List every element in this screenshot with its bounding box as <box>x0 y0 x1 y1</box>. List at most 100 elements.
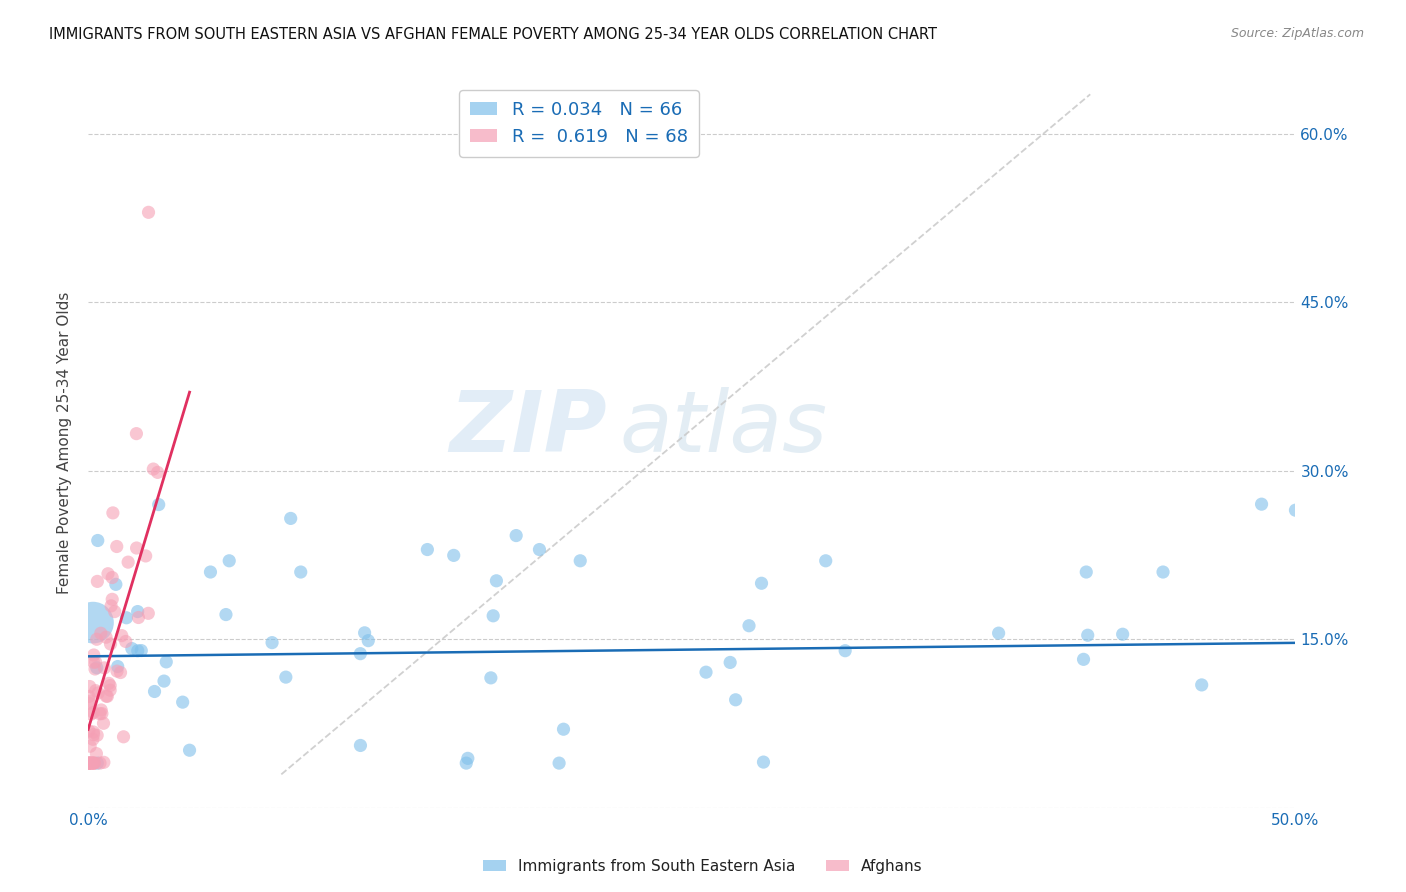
Point <box>155 655 177 669</box>
Point <box>79 680 101 694</box>
Point <box>143 684 166 698</box>
Point <box>90 626 112 640</box>
Point <box>111 629 134 643</box>
Point <box>814 554 837 568</box>
Point <box>695 665 717 680</box>
Point <box>457 751 479 765</box>
Point <box>987 626 1010 640</box>
Point <box>96 690 118 704</box>
Point <box>86 632 108 647</box>
Point <box>82 725 104 739</box>
Point <box>117 555 139 569</box>
Point <box>84 662 107 676</box>
Point <box>101 592 124 607</box>
Point <box>82 706 104 720</box>
Point <box>215 607 238 622</box>
Point <box>83 756 105 771</box>
Point <box>87 533 110 548</box>
Point <box>77 756 100 771</box>
Point <box>112 730 135 744</box>
Point <box>105 664 128 678</box>
Point <box>97 676 120 690</box>
Point <box>101 570 124 584</box>
Point <box>77 756 100 771</box>
Point <box>416 542 439 557</box>
Point <box>114 634 136 648</box>
Point <box>77 756 100 771</box>
Point <box>479 671 502 685</box>
Point <box>724 693 747 707</box>
Point <box>87 686 110 700</box>
Point <box>100 637 122 651</box>
Point <box>1152 565 1174 579</box>
Legend: Immigrants from South Eastern Asia, Afghans: Immigrants from South Eastern Asia, Afgh… <box>477 853 929 880</box>
Point <box>127 610 149 624</box>
Point <box>834 643 856 657</box>
Point <box>93 661 115 675</box>
Point <box>77 723 100 738</box>
Point <box>1076 565 1098 579</box>
Y-axis label: Female Poverty Among 25-34 Year Olds: Female Poverty Among 25-34 Year Olds <box>58 292 72 594</box>
Point <box>172 695 194 709</box>
Point <box>83 756 105 771</box>
Point <box>100 599 122 613</box>
Point <box>1284 503 1306 517</box>
Point <box>79 739 101 754</box>
Point <box>83 756 105 771</box>
Point <box>104 577 127 591</box>
Point <box>86 756 108 771</box>
Point <box>142 462 165 476</box>
Point <box>110 665 132 680</box>
Point <box>482 608 505 623</box>
Point <box>121 641 143 656</box>
Point <box>357 633 380 648</box>
Point <box>349 647 371 661</box>
Point <box>553 723 575 737</box>
Point <box>83 648 105 662</box>
Point <box>93 756 115 770</box>
Point <box>96 690 118 704</box>
Point <box>98 683 121 698</box>
Point <box>135 549 157 563</box>
Point <box>86 661 108 675</box>
Point <box>200 565 222 579</box>
Point <box>290 565 312 579</box>
Legend: R = 0.034   N = 66, R =  0.619   N = 68: R = 0.034 N = 66, R = 0.619 N = 68 <box>460 90 699 157</box>
Point <box>97 566 120 581</box>
Point <box>218 554 240 568</box>
Text: IMMIGRANTS FROM SOUTH EASTERN ASIA VS AFGHAN FEMALE POVERTY AMONG 25-34 YEAR OLD: IMMIGRANTS FROM SOUTH EASTERN ASIA VS AF… <box>49 27 938 42</box>
Point <box>1073 652 1095 666</box>
Point <box>101 506 124 520</box>
Point <box>98 679 121 693</box>
Point <box>80 756 103 771</box>
Point <box>125 541 148 555</box>
Point <box>443 549 465 563</box>
Point <box>79 694 101 708</box>
Point <box>93 716 115 731</box>
Point <box>136 607 159 621</box>
Point <box>718 656 741 670</box>
Point <box>529 542 551 557</box>
Text: Source: ZipAtlas.com: Source: ZipAtlas.com <box>1230 27 1364 40</box>
Text: atlas: atlas <box>620 386 827 470</box>
Point <box>153 674 176 689</box>
Point <box>179 743 201 757</box>
Point <box>89 706 111 721</box>
Point <box>94 630 117 644</box>
Point <box>751 576 773 591</box>
Point <box>129 643 152 657</box>
Point <box>115 611 138 625</box>
Point <box>752 755 775 769</box>
Point <box>148 498 170 512</box>
Point <box>105 540 128 554</box>
Point <box>548 756 571 771</box>
Point <box>1250 497 1272 511</box>
Point <box>274 670 297 684</box>
Point <box>107 659 129 673</box>
Point <box>90 706 112 721</box>
Point <box>127 644 149 658</box>
Point <box>77 690 100 704</box>
Point <box>82 756 104 771</box>
Point <box>262 635 284 649</box>
Point <box>83 728 105 742</box>
